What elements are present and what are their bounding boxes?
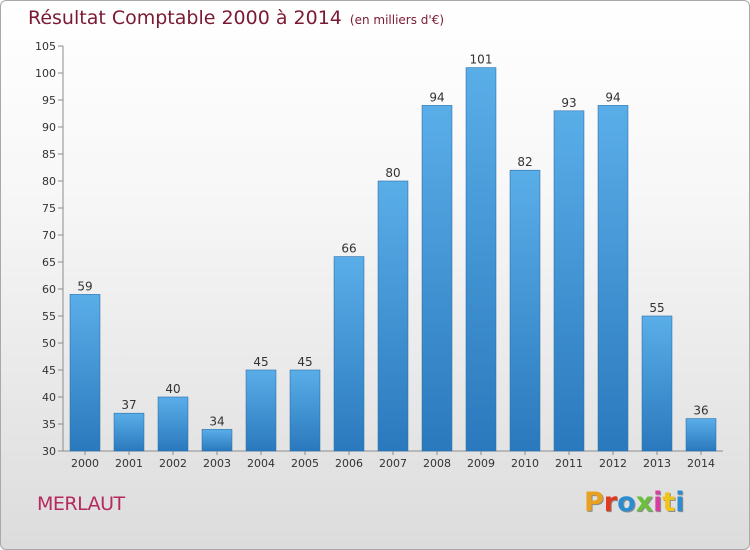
data-label: 94 bbox=[605, 90, 620, 104]
bar-2010 bbox=[509, 169, 541, 452]
bar-2011 bbox=[553, 110, 585, 452]
y-tick-label: 85 bbox=[42, 148, 56, 161]
x-tick-label: 2012 bbox=[599, 457, 627, 470]
y-tick-label: 55 bbox=[42, 310, 56, 323]
chart-title-block: Résultat Comptable 2000 à 2014 (en millie… bbox=[28, 7, 444, 29]
bar-2004 bbox=[245, 369, 277, 452]
x-tick-label: 2004 bbox=[247, 457, 275, 470]
x-tick-label: 2011 bbox=[555, 457, 583, 470]
logo-letter: o bbox=[617, 487, 636, 518]
logo-letter: i bbox=[675, 487, 685, 518]
bars bbox=[69, 67, 717, 452]
data-label: 45 bbox=[253, 355, 268, 369]
data-labels: 59 37 40 34 45 45 66 80 94 101 82 93 94 55 36 bbox=[77, 53, 708, 429]
chart-title: Résultat Comptable 2000 à 2014 bbox=[28, 7, 342, 29]
data-label: 45 bbox=[297, 355, 312, 369]
y-tick-label: 80 bbox=[42, 175, 56, 188]
logo-letter: r bbox=[603, 487, 618, 518]
proxiti-logo[interactable]: Proxiti bbox=[584, 487, 685, 518]
y-tick-label: 90 bbox=[42, 121, 56, 134]
data-label: 101 bbox=[470, 53, 493, 67]
bar-2005 bbox=[289, 369, 321, 452]
y-tick-label: 95 bbox=[42, 94, 56, 107]
data-label: 36 bbox=[693, 404, 708, 418]
x-tick-label: 2008 bbox=[423, 457, 451, 470]
x-tick-label: 2000 bbox=[71, 457, 99, 470]
logo-letter: i bbox=[653, 487, 663, 518]
x-tick-label: 2002 bbox=[159, 457, 187, 470]
x-tick-label: 2009 bbox=[467, 457, 495, 470]
data-label: 55 bbox=[649, 301, 664, 315]
x-tick-label: 2013 bbox=[643, 457, 671, 470]
data-label: 37 bbox=[121, 398, 136, 412]
data-label: 34 bbox=[209, 414, 224, 428]
bar-2001 bbox=[113, 412, 145, 452]
bar-2009 bbox=[465, 67, 497, 452]
x-tick-label: 2010 bbox=[511, 457, 539, 470]
x-tick-label: 2003 bbox=[203, 457, 231, 470]
bar-2006 bbox=[333, 256, 365, 452]
data-label: 66 bbox=[341, 242, 356, 256]
bar-2003 bbox=[201, 429, 233, 452]
chart-subtitle: (en milliers d'€) bbox=[349, 13, 445, 27]
bar-2008 bbox=[421, 105, 453, 452]
y-tick-label: 35 bbox=[42, 418, 56, 431]
y-tick-label: 40 bbox=[42, 391, 56, 404]
y-tick-label: 30 bbox=[42, 445, 56, 458]
x-tick-label: 2001 bbox=[115, 457, 143, 470]
bar-2012 bbox=[597, 105, 629, 452]
bar-2000 bbox=[69, 294, 101, 452]
y-tick-label: 65 bbox=[42, 256, 56, 269]
y-tick-label: 70 bbox=[42, 229, 56, 242]
data-label: 59 bbox=[77, 279, 92, 293]
y-tick-label: 105 bbox=[35, 40, 56, 53]
data-label: 40 bbox=[165, 382, 180, 396]
town-name: MERLAUT bbox=[37, 493, 125, 515]
logo-letter: t bbox=[662, 487, 676, 518]
y-tick-label: 100 bbox=[35, 67, 56, 80]
x-tick-label: 2005 bbox=[291, 457, 319, 470]
data-label: 82 bbox=[517, 155, 532, 169]
x-tick-label: 2014 bbox=[687, 457, 715, 470]
bar-2007 bbox=[377, 180, 409, 452]
data-label: 80 bbox=[385, 166, 400, 180]
y-tick-label: 45 bbox=[42, 364, 56, 377]
x-tick-label: 2006 bbox=[335, 457, 363, 470]
logo-letter: P bbox=[584, 487, 604, 518]
data-label: 94 bbox=[429, 90, 444, 104]
y-tick-label: 50 bbox=[42, 337, 56, 350]
data-label: 93 bbox=[561, 96, 576, 110]
y-tick-label: 75 bbox=[42, 202, 56, 215]
x-tick-label: 2007 bbox=[379, 457, 407, 470]
bar-2014 bbox=[685, 418, 717, 452]
bar-2013 bbox=[641, 315, 673, 452]
y-tick-label: 60 bbox=[42, 283, 56, 296]
bar-2002 bbox=[157, 396, 189, 452]
logo-letter: x bbox=[635, 487, 654, 518]
